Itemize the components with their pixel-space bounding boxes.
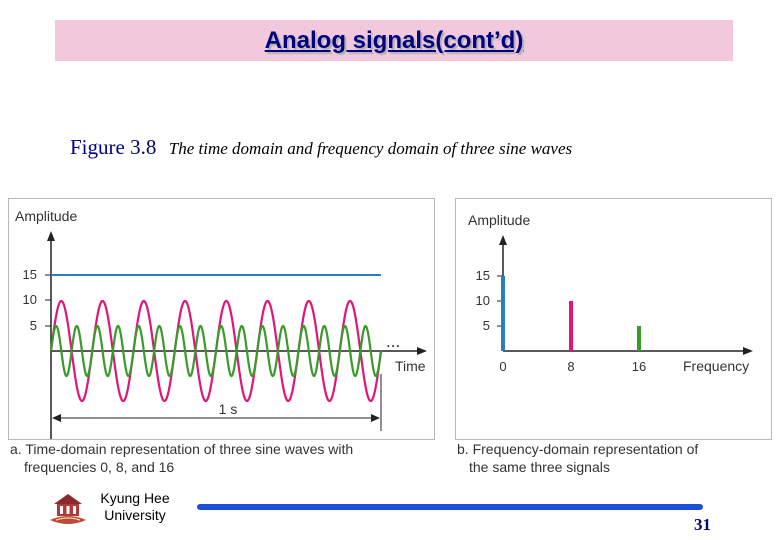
freq-x-tick-16: 16	[632, 359, 646, 374]
university-name-line1: Kyung Hee	[100, 490, 170, 506]
figure-caption: Figure 3.8 The time domain and frequency…	[70, 135, 572, 160]
time-y-tick-5: 5	[30, 318, 37, 333]
time-domain-subtitle: a. Time-domain representation of three s…	[10, 440, 430, 476]
figure-number: Figure 3.8	[70, 135, 157, 159]
university-logo-icon	[50, 494, 86, 524]
freq-y-axis-label: Amplitude	[468, 212, 530, 228]
footer-rule	[197, 504, 703, 510]
sine-wave-freq-16	[49, 324, 383, 378]
title-bar: Analog signals(cont’d)	[55, 20, 733, 61]
figure-caption-text: The time domain and frequency domain of …	[168, 139, 573, 158]
duration-arrow-right	[371, 414, 380, 422]
time-x-axis-arrow	[417, 347, 427, 355]
freq-y-axis-arrow	[499, 235, 507, 245]
frequency-domain-plot: Amplitude Frequency 15 10 5 0 8 16	[468, 212, 753, 374]
time-domain-subtitle-line1: a. Time-domain representation of three s…	[10, 441, 354, 457]
frequency-domain-subtitle-line1: b. Frequency-domain representation of	[457, 441, 699, 457]
page-number: 31	[694, 515, 711, 534]
duration-arrow-left	[52, 414, 61, 422]
frequency-domain-subtitle: b. Frequency-domain representation of th…	[457, 440, 767, 476]
time-domain-subtitle-line2: frequencies 0, 8, and 16	[24, 459, 175, 475]
time-continuation-ellipsis: ...	[386, 332, 400, 351]
time-domain-panel: Amplitude Time 15 10 5 ... 1 s	[8, 198, 435, 440]
time-y-axis-arrow	[47, 231, 55, 241]
time-domain-plot: Amplitude Time 15 10 5 ... 1 s	[15, 208, 427, 439]
freq-x-tick-0: 0	[499, 359, 506, 374]
frequency-domain-panel: Amplitude Frequency 15 10 5 0 8 16	[455, 198, 772, 440]
freq-x-tick-8: 8	[567, 359, 574, 374]
time-y-tick-10: 10	[23, 292, 37, 307]
time-y-tick-15: 15	[23, 267, 37, 282]
time-y-axis-label: Amplitude	[15, 208, 77, 224]
university-name: Kyung Hee University	[95, 490, 175, 524]
freq-x-axis-arrow	[743, 347, 753, 355]
time-x-axis-label: Time	[395, 358, 426, 374]
freq-y-tick-10: 10	[476, 293, 490, 308]
freq-y-tick-15: 15	[476, 268, 490, 283]
freq-x-axis-label: Frequency	[683, 358, 749, 374]
slide-title: Analog signals(cont’d)	[264, 26, 524, 54]
freq-y-tick-5: 5	[483, 318, 490, 333]
frequency-domain-subtitle-line2: the same three signals	[469, 459, 610, 475]
duration-label: 1 s	[219, 401, 238, 417]
university-name-line2: University	[104, 507, 166, 523]
